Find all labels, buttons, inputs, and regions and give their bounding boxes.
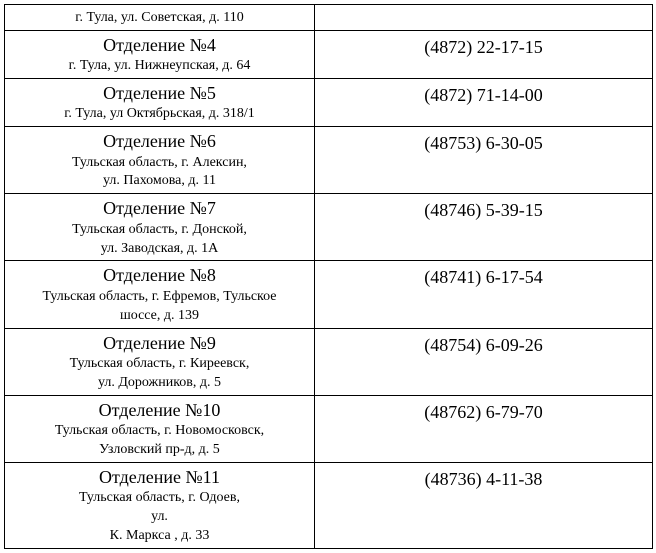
phone-text: (48762) 6-79-70 (319, 398, 648, 424)
table-row: Отделение №8 Тульская область, г. Ефремо… (5, 261, 653, 328)
dept-address-line: Тульская область, г. Киреевск, (9, 355, 310, 374)
dept-address-line: Тульская область, г. Донской, (9, 221, 310, 240)
dept-cell: Отделение №10 Тульская область, г. Новом… (5, 395, 315, 462)
phone-text (319, 7, 648, 9)
dept-title: Отделение №4 (9, 33, 310, 57)
departments-table: г. Тула, ул. Советская, д. 110 Отделение… (4, 4, 653, 549)
phone-cell: (48746) 5-39-15 (315, 194, 653, 261)
phone-cell: (48754) 6-09-26 (315, 328, 653, 395)
dept-address-line: Тульская область, г. Одоев, (9, 489, 310, 508)
dept-title: Отделение №11 (9, 465, 310, 489)
phone-text: (48753) 6-30-05 (319, 129, 648, 155)
phone-cell: (48736) 4-11-38 (315, 462, 653, 548)
table-row: Отделение №6 Тульская область, г. Алекси… (5, 127, 653, 194)
dept-title: Отделение №7 (9, 196, 310, 220)
dept-cell: Отделение №11 Тульская область, г. Одоев… (5, 462, 315, 548)
table-row: Отделение №4 г. Тула, ул. Нижнеупская, д… (5, 30, 653, 78)
dept-cell: Отделение №6 Тульская область, г. Алекси… (5, 127, 315, 194)
dept-address-line: ул. (9, 508, 310, 527)
dept-title: Отделение №8 (9, 263, 310, 287)
dept-address-line: ул. Дорожников, д. 5 (9, 374, 310, 393)
dept-cell: Отделение №9 Тульская область, г. Киреев… (5, 328, 315, 395)
dept-address-line: Тульская область, г. Новомосковск, (9, 422, 310, 441)
dept-title: Отделение №10 (9, 398, 310, 422)
phone-cell: (4872) 22-17-15 (315, 30, 653, 78)
departments-tbody: г. Тула, ул. Советская, д. 110 Отделение… (5, 5, 653, 549)
dept-address-line: ул. Пахомова, д. 11 (9, 172, 310, 191)
phone-text: (48736) 4-11-38 (319, 465, 648, 491)
table-row: Отделение №11 Тульская область, г. Одоев… (5, 462, 653, 548)
dept-address-line: Тульская область, г. Алексин, (9, 154, 310, 173)
table-row: Отделение №10 Тульская область, г. Новом… (5, 395, 653, 462)
dept-title: Отделение №6 (9, 129, 310, 153)
table-row: Отделение №5 г. Тула, ул Октябрьская, д.… (5, 79, 653, 127)
table-row: г. Тула, ул. Советская, д. 110 (5, 5, 653, 31)
dept-cell: Отделение №8 Тульская область, г. Ефремо… (5, 261, 315, 328)
phone-cell: (48741) 6-17-54 (315, 261, 653, 328)
dept-address-line: г. Тула, ул. Нижнеупская, д. 64 (9, 57, 310, 76)
phone-text: (48746) 5-39-15 (319, 196, 648, 222)
phone-cell (315, 5, 653, 31)
phone-cell: (48753) 6-30-05 (315, 127, 653, 194)
dept-address-line: г. Тула, ул. Советская, д. 110 (9, 7, 310, 28)
dept-cell: Отделение №5 г. Тула, ул Октябрьская, д.… (5, 79, 315, 127)
dept-cell: Отделение №4 г. Тула, ул. Нижнеупская, д… (5, 30, 315, 78)
dept-address-line: Тульская область, г. Ефремов, Тульское (9, 288, 310, 307)
dept-cell: г. Тула, ул. Советская, д. 110 (5, 5, 315, 31)
phone-text: (4872) 71-14-00 (319, 81, 648, 107)
dept-address-line: Узловский пр-д, д. 5 (9, 441, 310, 460)
table-row: Отделение №9 Тульская область, г. Киреев… (5, 328, 653, 395)
phone-cell: (48762) 6-79-70 (315, 395, 653, 462)
dept-title: Отделение №9 (9, 331, 310, 355)
dept-cell: Отделение №7 Тульская область, г. Донско… (5, 194, 315, 261)
dept-address-line: шоссе, д. 139 (9, 307, 310, 326)
dept-address-line: г. Тула, ул Октябрьская, д. 318/1 (9, 105, 310, 124)
dept-address-line: К. Маркса , д. 33 (9, 527, 310, 546)
phone-cell: (4872) 71-14-00 (315, 79, 653, 127)
phone-text: (48754) 6-09-26 (319, 331, 648, 357)
dept-title: Отделение №5 (9, 81, 310, 105)
table-row: Отделение №7 Тульская область, г. Донско… (5, 194, 653, 261)
phone-text: (4872) 22-17-15 (319, 33, 648, 59)
dept-address-line: ул. Заводская, д. 1А (9, 240, 310, 259)
phone-text: (48741) 6-17-54 (319, 263, 648, 289)
